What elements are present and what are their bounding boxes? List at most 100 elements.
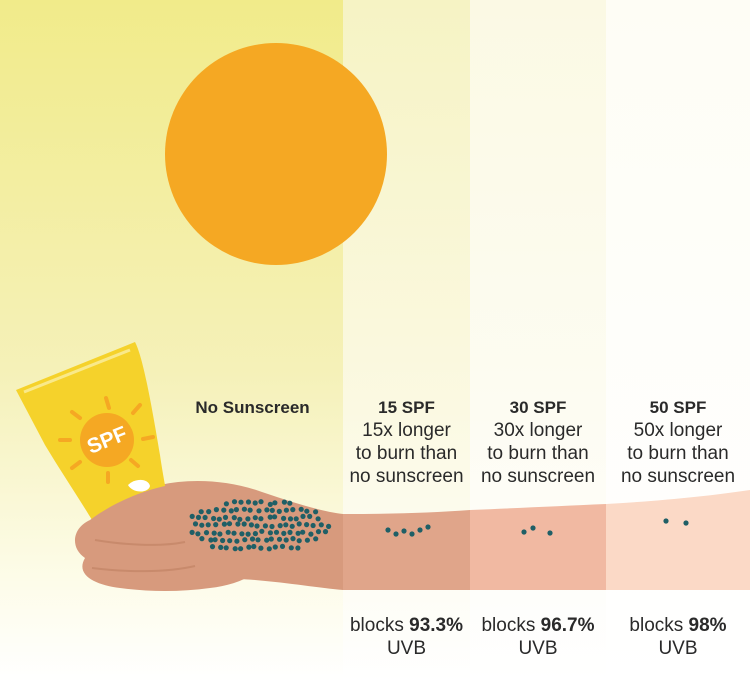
freckle-dot [211,530,217,536]
freckle-dot [255,537,261,543]
freckle-dot [409,531,415,537]
freckle-dot [281,530,287,537]
freckle-dot [252,531,258,537]
freckle-dot [290,507,296,513]
freckle-dot [232,546,238,552]
freckle-dot [308,531,314,537]
freckle-dot [235,521,241,527]
freckle-dot [300,513,306,520]
freckle-dot [256,508,262,514]
freckle-dot [202,514,208,521]
freckle-dot [238,546,244,552]
column-line: no sunscreen [620,466,736,487]
freckle-dot [228,508,234,514]
freckle-dot [267,514,273,520]
freckle-dot [273,529,280,535]
freckle-dot [234,538,240,544]
freckle-dot [247,507,253,513]
freckle-dot [189,513,195,520]
freckles-30-spf [521,525,553,536]
column-line: no sunscreen [349,466,464,487]
freckle-dot [417,527,423,533]
column-heading: No Sunscreen [195,398,310,417]
freckle-dot [223,501,229,507]
blocks-label-50-spf: blocks 98% UVB [606,614,750,660]
column-line: 15x longer [362,420,451,441]
freckle-dot [307,513,313,520]
freckle-dot [296,538,302,544]
blocks-prefix: blocks [349,615,410,636]
freckle-dot [288,545,294,551]
blocks-value: 98% [688,615,727,636]
freckle-dot [209,544,216,550]
freckle-dot [393,531,399,537]
blocks-suffix: UVB [658,638,698,659]
freckle-dot [269,523,275,530]
freckle-dot [281,499,287,505]
freckle-dot [266,546,272,552]
freckle-dot [272,500,278,506]
freckle-dot [276,508,282,514]
freckle-dot [205,522,211,528]
freckle-dot [283,507,289,513]
column-line: 50x longer [633,420,723,441]
freckles-15-spf [385,524,431,537]
freckle-dot [216,516,222,522]
sun-logo-icon: SPF [58,396,155,484]
freckle-dot [245,531,251,537]
freckle-dot [227,538,233,544]
freckle-dot [295,545,301,551]
freckle-dot [217,531,223,537]
freckle-dot [220,537,226,544]
freckles-50-spf [663,518,689,526]
freckle-dot [287,516,294,522]
freckle-dot [238,499,244,505]
freckle-dot [258,499,264,505]
freckle-dot [212,537,218,543]
freckle-dot [221,521,227,527]
column-line: 30x longer [493,420,583,441]
freckle-dot [267,501,273,507]
freckle-dot [283,537,289,543]
freckle-dot [276,536,283,542]
freckle-dot [268,536,274,542]
freckle-dot [283,522,289,528]
arm-segment-30 [470,504,606,590]
column-heading: 50 SPF [649,398,707,417]
freckle-dot [281,515,287,522]
freckle-dot [203,530,210,536]
freckle-dot [245,516,251,522]
column-label-30-spf: 30 SPF 30x longer to burn than no sunscr… [470,396,606,488]
freckle-dot [252,500,258,506]
freckle-dot [401,528,407,534]
freckle-dot [264,537,270,543]
freckle-dot [208,537,214,543]
freckle-dot [223,545,229,551]
blocks-label-15-spf: blocks 93.3% UVB [343,614,470,660]
freckle-dot [233,507,239,513]
freckle-dot [231,530,237,536]
freckle-dot [547,530,553,536]
freckle-dot [296,521,302,527]
freckle-dot [293,516,299,522]
freckle-dot [385,527,391,533]
freckle-dot [298,506,304,512]
freckle-dot [304,508,310,514]
freckle-dot [318,522,324,528]
column-line: no sunscreen [480,466,596,487]
freckle-dot [300,529,306,535]
freckle-dot [663,518,669,524]
column-label-50-spf: 50 SPF 50x longer to burn than no sunscr… [606,396,750,488]
freckle-dot [248,522,254,528]
freckle-dot [304,522,310,528]
freckle-dot [199,536,205,542]
freckle-dot [211,515,217,522]
blocks-label-30-spf: blocks 96.7% UVB [470,614,606,660]
freckles-no-sunscreen [189,499,332,552]
sun-icon [165,43,387,265]
freckle-dot [315,529,322,535]
freckle-dot [264,507,270,513]
freckle-dot [241,506,247,512]
freckle-dot [231,515,237,521]
